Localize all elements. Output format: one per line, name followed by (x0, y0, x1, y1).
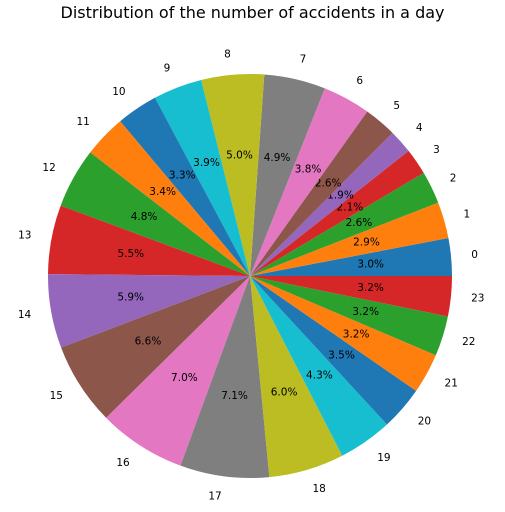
chart-title: Distribution of the number of accidents … (60, 3, 445, 22)
slice-percent-3: 2.1% (337, 201, 364, 213)
slice-percent-14: 5.9% (117, 291, 144, 303)
slice-label-21: 21 (445, 377, 458, 389)
slice-percent-19: 4.3% (306, 369, 333, 381)
slice-percent-12: 4.8% (131, 211, 158, 223)
pie-slice-4 (250, 132, 409, 276)
slice-percent-7: 4.9% (264, 152, 291, 164)
pie-slice-2 (250, 172, 439, 276)
pie-slice-10 (120, 97, 251, 277)
slice-label-6: 6 (356, 75, 363, 87)
pie-slice-9 (154, 79, 250, 277)
slice-percent-18: 6.0% (271, 386, 298, 398)
slice-label-14: 14 (18, 309, 32, 321)
slice-label-15: 15 (50, 390, 63, 402)
pie-slice-16 (106, 276, 250, 466)
slice-percent-1: 2.9% (353, 236, 380, 248)
pie-slice-17 (180, 276, 270, 479)
slice-label-20: 20 (418, 416, 431, 428)
slice-percent-10: 3.3% (169, 170, 196, 182)
slice-percent-15: 6.6% (135, 335, 162, 347)
slice-percent-9: 3.9% (193, 157, 220, 169)
slice-label-10: 10 (112, 86, 125, 98)
slice-label-19: 19 (377, 452, 390, 464)
slice-percent-22: 3.2% (352, 306, 379, 318)
slice-label-8: 8 (224, 49, 231, 61)
pie-slice-5 (250, 111, 393, 276)
pie-slice-13 (48, 205, 251, 276)
pie-slice-11 (90, 121, 251, 277)
slice-label-7: 7 (300, 53, 307, 65)
slice-percent-23: 3.2% (357, 282, 384, 294)
slice-label-18: 18 (313, 483, 326, 495)
slice-label-0: 0 (471, 249, 478, 261)
slice-label-4: 4 (416, 122, 423, 134)
pie-slice-20 (250, 276, 417, 425)
pie-slice-3 (250, 150, 424, 276)
slice-percent-13: 5.5% (117, 248, 144, 260)
slice-label-23: 23 (471, 292, 484, 304)
pie-slice-19 (250, 276, 387, 456)
pie-slice-23 (250, 276, 453, 317)
slice-percent-8: 5.0% (226, 149, 253, 161)
slice-percent-17: 7.1% (221, 390, 248, 402)
slice-percent-0: 3.0% (357, 259, 384, 271)
slice-percent-16: 7.0% (171, 372, 198, 384)
slice-percent-11: 3.4% (149, 186, 176, 198)
slice-percent-2: 2.6% (346, 217, 373, 229)
slice-label-11: 11 (76, 116, 89, 128)
pie-slice-14 (48, 274, 251, 348)
slice-label-3: 3 (433, 144, 440, 156)
slice-percent-5: 2.6% (315, 177, 342, 189)
pie-slice-7 (250, 74, 325, 276)
slice-percent-20: 3.5% (328, 349, 355, 361)
slice-label-17: 17 (208, 490, 221, 502)
slice-percent-4: 1.9% (327, 189, 354, 201)
pie-slice-8 (201, 74, 265, 276)
slice-label-5: 5 (393, 100, 400, 112)
slice-label-22: 22 (462, 336, 475, 348)
slice-percent-21: 3.2% (343, 329, 370, 341)
pie-slice-0 (250, 238, 452, 276)
slice-label-1: 1 (464, 209, 471, 221)
pie-slice-15 (61, 276, 251, 418)
pie-slice-18 (250, 276, 343, 478)
pie-slice-21 (250, 276, 436, 391)
pie-slice-22 (250, 276, 448, 356)
slice-label-2: 2 (450, 173, 457, 185)
pie-slice-1 (250, 202, 449, 276)
slice-label-12: 12 (42, 162, 55, 174)
slice-label-16: 16 (116, 457, 130, 469)
slice-label-13: 13 (18, 230, 31, 242)
slice-label-9: 9 (164, 63, 171, 75)
slice-percent-6: 3.8% (295, 164, 322, 176)
pie-slice-12 (60, 152, 250, 276)
pie-slice-6 (250, 88, 368, 276)
